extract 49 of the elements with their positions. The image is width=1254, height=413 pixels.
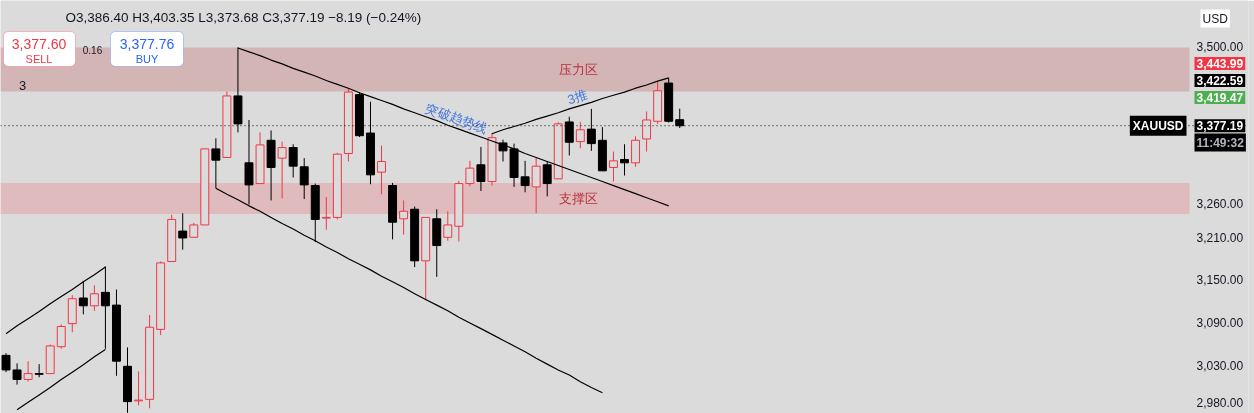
candlestick [620,143,629,176]
candlestick [12,362,22,386]
text: 3推 [565,87,590,108]
annotation: 3,377.19 [1196,119,1244,134]
candlestick [321,196,331,231]
candlestick [178,212,188,251]
candlestick [134,370,144,406]
annotation: 3,377.76 [119,35,175,52]
candlestick [608,151,618,183]
annotation: 3 [18,78,27,93]
candlestick [299,157,309,200]
ref-line-label: XAUUSD [1132,118,1184,133]
text: 突破趋势线 [423,100,490,137]
candlestick [277,141,287,199]
candlestick [443,210,453,242]
candlestick [56,323,66,350]
candlestick [476,146,486,192]
annotation: SELL [25,52,53,65]
y-tick-label: 3,030.00 [1196,359,1244,374]
annotation: 11:49:32 [1196,135,1245,150]
band-label: 压力区 [559,61,599,77]
y-tick-label: 2,980.00 [1196,395,1244,410]
candlestick [89,284,99,312]
annotation: 3,443.99 [1196,57,1244,71]
candlestick [23,360,33,383]
annotation: 3,377.60 [11,35,67,52]
y-tick-label: 3,210.00 [1196,231,1244,246]
y-tick-label: 3,260.00 [1196,197,1244,212]
candlestick [642,110,652,153]
band-label: 支撑区 [559,190,599,206]
candlestick [399,199,409,236]
candlestick [465,160,475,187]
annotation: 3,419.47 [1196,91,1244,105]
annotation: BUY [135,52,159,65]
y-tick-label: 3,090.00 [1196,315,1244,330]
y-tick-label: 3,150.00 [1196,273,1244,288]
y-tick-label: 3,500.00 [1196,40,1244,55]
candlestick [78,280,88,315]
candlestick [531,157,541,214]
candlestick [377,145,386,195]
candlestick [575,121,585,149]
candlestick [542,160,552,197]
annotation: 0.16 [82,44,103,56]
annotation: 3,422.59 [1196,74,1244,88]
annotation: USD [1202,11,1229,26]
candlestick [631,135,641,168]
text: O3,386.40 H3,403.35 L3,373.68 C3,377.19 −8.19 (−0.24%) [65,10,422,25]
candlestick [1,352,11,373]
candlestick [288,143,298,179]
